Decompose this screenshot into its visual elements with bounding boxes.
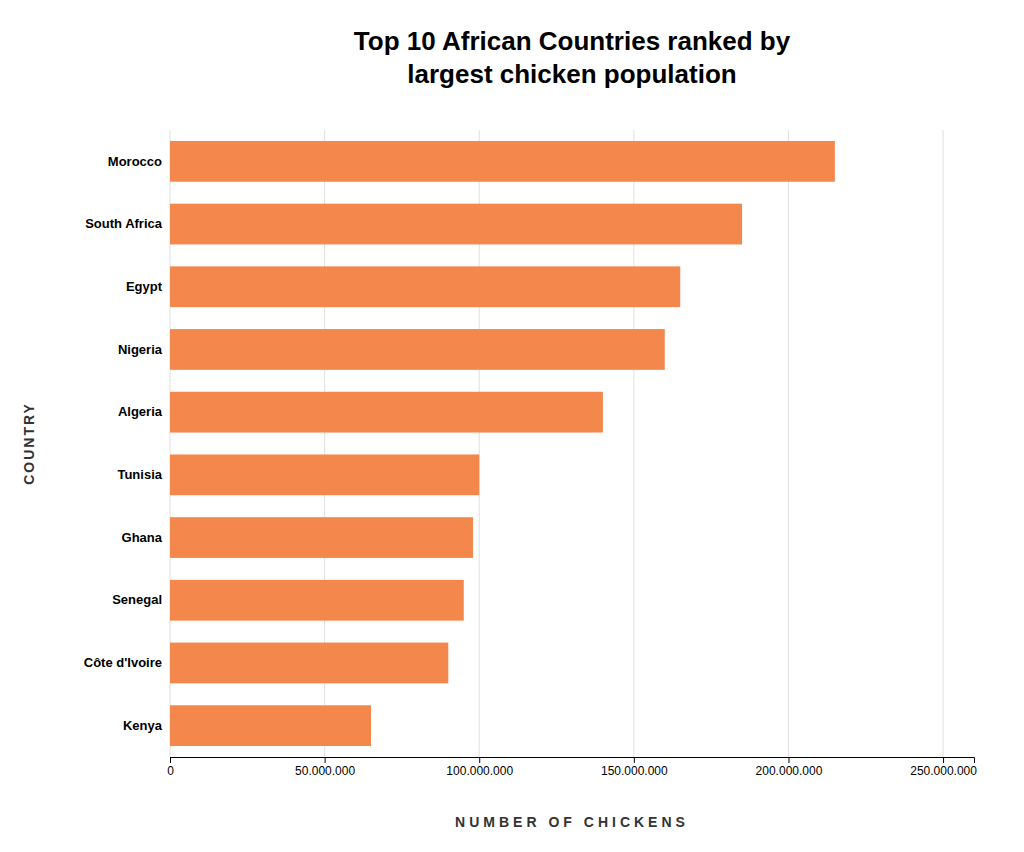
x-axis: 0 50.000.000 100.000.000 150.000.000 200.000…	[167, 757, 977, 778]
y-tick-label: Egypt	[126, 279, 163, 294]
x-tick: 100.000.000	[446, 757, 513, 778]
x-tick-mark	[479, 757, 480, 763]
y-tick-label: Algeria	[118, 404, 163, 419]
x-tick-mark	[325, 757, 326, 763]
x-tick: 200.000.000	[756, 757, 823, 778]
y-tick: South Africa	[85, 216, 163, 231]
x-tick: 150.000.000	[601, 757, 668, 778]
x-tick: 50.000.000	[295, 757, 355, 778]
x-tick-label: 200.000.000	[756, 764, 823, 778]
y-tick: Tunisia	[117, 467, 162, 482]
bar	[170, 329, 665, 370]
x-tick-label: 50.000.000	[295, 764, 355, 778]
title-line: largest chicken population	[407, 59, 736, 89]
bar	[170, 705, 371, 746]
y-tick-label: Côte d'Ivoire	[84, 655, 162, 670]
y-tick-label: Senegal	[112, 592, 162, 607]
y-tick: Egypt	[126, 279, 163, 294]
plot-area: 0 50.000.000 100.000.000 150.000.000 200.000…	[84, 130, 977, 778]
bar	[170, 643, 448, 684]
bar	[170, 266, 680, 307]
x-tick: 250.000.000	[910, 757, 977, 778]
title: Top 10 African Countries ranked bylarges…	[354, 26, 791, 89]
y-tick: Nigeria	[118, 342, 163, 357]
bar	[170, 392, 603, 433]
x-tick-mark	[634, 757, 635, 763]
x-tick: 0	[167, 757, 174, 778]
bar	[170, 141, 835, 182]
y-tick: Côte d'Ivoire	[84, 655, 162, 670]
bars	[170, 141, 835, 746]
x-tick-label: 150.000.000	[601, 764, 668, 778]
x-tick-label: 100.000.000	[446, 764, 513, 778]
grid-line	[943, 130, 944, 757]
x-axis-line	[171, 758, 975, 764]
x-tick-mark	[788, 757, 789, 763]
bar	[170, 517, 473, 558]
y-tick-label: South Africa	[85, 216, 163, 231]
x-axis-title: NUMBER OF CHICKENS	[455, 814, 689, 830]
y-axis: Morocco South Africa Egypt Nigeria Algeria Tu…	[84, 154, 163, 733]
title-line: Top 10 African Countries ranked by	[354, 26, 791, 56]
y-tick-label: Nigeria	[118, 342, 163, 357]
x-tick-mark	[170, 757, 171, 763]
y-tick: Kenya	[123, 718, 163, 733]
y-tick-label: Morocco	[108, 154, 162, 169]
y-axis-title: COUNTRY	[21, 402, 37, 485]
grid-line	[788, 130, 789, 757]
y-tick-label: Tunisia	[117, 467, 162, 482]
bar	[170, 454, 479, 495]
x-tick-mark	[943, 757, 944, 763]
y-tick-label: Ghana	[122, 530, 163, 545]
y-tick: Ghana	[122, 530, 163, 545]
y-tick: Senegal	[112, 592, 162, 607]
y-tick: Algeria	[118, 404, 163, 419]
bar	[170, 580, 464, 621]
x-tick-label: 250.000.000	[910, 764, 977, 778]
y-tick-label: Kenya	[123, 718, 163, 733]
chart: 0 50.000.000 100.000.000 150.000.000 200.000…	[0, 0, 1024, 852]
x-tick-label: 0	[167, 764, 174, 778]
y-tick: Morocco	[108, 154, 162, 169]
bar	[170, 204, 742, 245]
grid	[170, 130, 943, 757]
